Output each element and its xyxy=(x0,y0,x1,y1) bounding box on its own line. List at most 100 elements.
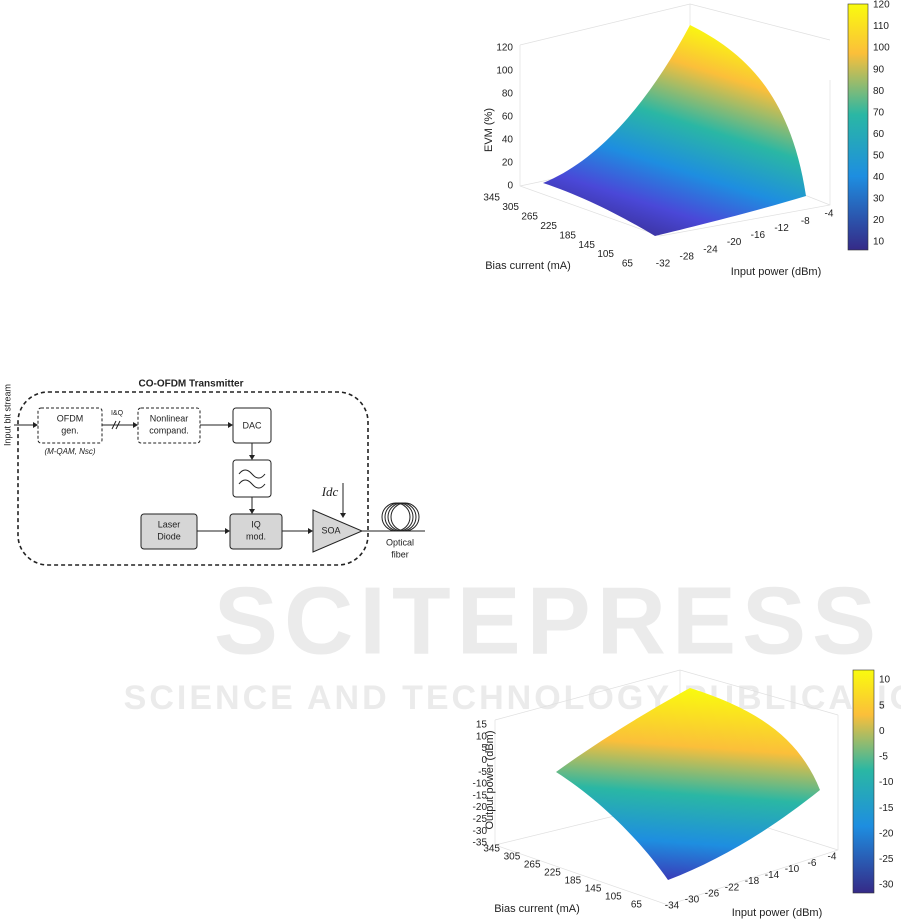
colorbar-tick-label: -20 xyxy=(879,828,894,839)
x-label: Input power (dBm) xyxy=(732,907,822,919)
block-text: gen. xyxy=(61,425,79,435)
block-text: compand. xyxy=(149,425,189,435)
x-tick-label: -26 xyxy=(705,888,720,899)
axis-box xyxy=(494,669,839,906)
colorbar-tick-label: 110 xyxy=(873,21,889,32)
y-tick-label: 105 xyxy=(605,892,622,903)
y-label: Bias current (mA) xyxy=(485,260,571,272)
y-tick-label: 265 xyxy=(521,211,538,222)
z-tick-label: 40 xyxy=(502,135,514,146)
colorbar xyxy=(852,669,875,894)
y-tick-label: 65 xyxy=(631,900,643,911)
colorbar-tick-label: 40 xyxy=(873,172,885,183)
block-diagram: CO-OFDM Transmitter Input bit stream OFD… xyxy=(2,379,425,566)
z-tick-label: 5 xyxy=(481,743,487,754)
colorbar-tick-label: 10 xyxy=(879,675,891,686)
x-tick-label: -34 xyxy=(665,901,680,912)
x-tick-label: -24 xyxy=(703,244,718,255)
colorbar-tick-label: 60 xyxy=(873,129,885,140)
block-text: DAC xyxy=(242,420,262,430)
y-tick-label: 305 xyxy=(502,202,519,213)
surface xyxy=(543,25,806,236)
y-tick-label: 345 xyxy=(483,193,500,204)
filter-icon xyxy=(238,469,266,489)
y-tick-label: 65 xyxy=(622,259,634,270)
block-text: mod. xyxy=(246,531,266,541)
y-tick-label: 265 xyxy=(524,860,541,871)
colorbar-tick-label: -10 xyxy=(879,777,894,788)
colorbar-tick-label: 70 xyxy=(873,107,885,118)
colorbar-tick-label: -5 xyxy=(879,752,888,763)
z-tick-label: -5 xyxy=(478,767,487,778)
block-text: IQ xyxy=(251,519,261,529)
colorbar-tick-label: 30 xyxy=(873,194,885,205)
watermark-subtitle: SCIENCE AND TECHNOLOGY PUBLICATIONS xyxy=(124,679,901,717)
y-tick-label: 225 xyxy=(544,868,561,879)
colorbar xyxy=(847,3,869,251)
colorbar-tick-label: 90 xyxy=(873,64,885,75)
colorbar-tick-label: 10 xyxy=(873,237,885,248)
fiber-label: fiber xyxy=(391,549,409,559)
block-text: Nonlinear xyxy=(150,413,189,423)
watermark-title: SCITEPRESS xyxy=(214,567,882,674)
bias-label: Idc xyxy=(321,484,339,499)
block-text: Diode xyxy=(157,531,181,541)
x-tick-label: -22 xyxy=(725,882,740,893)
z-tick-label: 100 xyxy=(496,66,513,77)
colorbar-tick-label: 20 xyxy=(873,215,885,226)
y-label: Bias current (mA) xyxy=(494,903,580,915)
x-tick-label: -16 xyxy=(751,230,766,241)
fiber-label: Optical xyxy=(386,537,414,547)
x-tick-label: -6 xyxy=(808,858,817,869)
z-tick-label: -20 xyxy=(473,802,488,813)
z-tick-label: 0 xyxy=(507,181,513,192)
colorbar-tick-label: 80 xyxy=(873,86,885,97)
y-tick-label: 345 xyxy=(483,844,500,855)
z-label: Output power (dBm) xyxy=(484,730,496,829)
colorbar-tick-label: -25 xyxy=(879,854,894,865)
colorbar-tick-label: 50 xyxy=(873,150,885,161)
colorbar-tick-label: 0 xyxy=(879,726,885,737)
x-tick-label: -20 xyxy=(727,237,742,248)
colorbar-tick-label: -15 xyxy=(879,803,894,814)
iq-label: I&Q xyxy=(111,410,124,417)
input-label: Input bit stream xyxy=(2,384,12,446)
x-tick-label: -32 xyxy=(656,259,671,270)
x-tick-label: -12 xyxy=(774,223,789,234)
z-tick-label: 80 xyxy=(502,89,514,100)
x-tick-label: -10 xyxy=(785,864,800,875)
z-tick-label: 0 xyxy=(481,755,487,766)
colorbar-tick-label: 5 xyxy=(879,700,885,711)
y-tick-label: 185 xyxy=(559,230,576,241)
z-tick-label: 20 xyxy=(502,158,514,169)
y-tick-label: 185 xyxy=(564,876,581,887)
z-tick-label: 60 xyxy=(502,112,514,123)
x-tick-label: -30 xyxy=(685,895,700,906)
ofdm-params: (M-QAM, Nsc) xyxy=(44,447,95,456)
fiber-coil xyxy=(381,502,420,532)
block-text: OFDM xyxy=(57,413,84,423)
x-tick-label: -8 xyxy=(801,216,810,227)
axis-box xyxy=(519,3,831,237)
surface xyxy=(556,688,820,880)
colorbar-tick-label: -30 xyxy=(879,880,894,891)
x-label: Input power (dBm) xyxy=(731,266,821,278)
filter-block xyxy=(232,459,272,498)
z-tick-label: -10 xyxy=(473,779,488,790)
x-tick-label: -4 xyxy=(825,209,834,220)
z-tick-label: 15 xyxy=(476,720,488,731)
z-tick-label: -35 xyxy=(473,838,488,849)
z-tick-label: 120 xyxy=(496,43,513,54)
y-tick-label: 105 xyxy=(597,249,614,260)
x-tick-label: -14 xyxy=(765,870,780,881)
colorbar-tick-label: 120 xyxy=(873,0,890,11)
x-tick-label: -18 xyxy=(745,876,760,887)
colorbar-tick-label: 100 xyxy=(873,43,890,54)
z-tick-label: -15 xyxy=(473,790,488,801)
y-tick-label: 145 xyxy=(578,240,595,251)
x-tick-label: -28 xyxy=(679,251,694,262)
evm-plot: EVM (%) Bias current (mA) Input power (d… xyxy=(483,3,869,278)
block-text: Laser xyxy=(158,519,181,529)
